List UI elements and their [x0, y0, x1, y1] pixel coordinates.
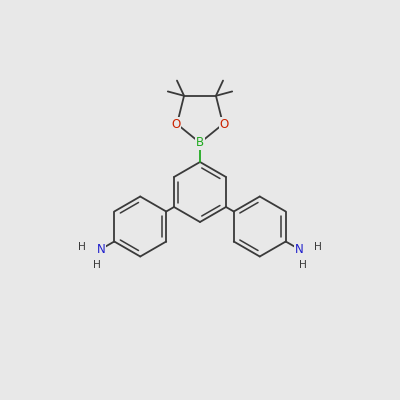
Text: B: B: [196, 136, 204, 149]
Text: O: O: [220, 118, 229, 130]
Text: H: H: [78, 242, 86, 252]
Text: O: O: [171, 118, 180, 130]
Text: H: H: [93, 260, 101, 270]
Text: N: N: [294, 242, 303, 256]
Text: H: H: [299, 260, 307, 270]
Text: N: N: [97, 242, 106, 256]
Text: H: H: [314, 242, 322, 252]
